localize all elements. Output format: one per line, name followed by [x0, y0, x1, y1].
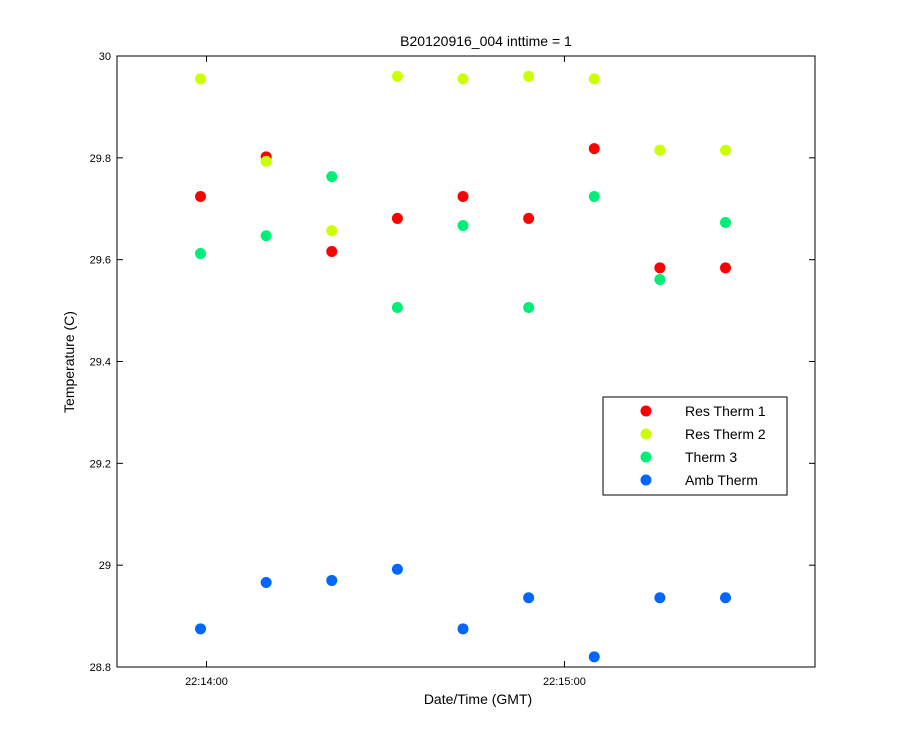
series-therm-3 — [195, 171, 732, 314]
x-axis-label: Date/Time (GMT) — [424, 691, 532, 707]
data-point — [720, 216, 732, 228]
legend-label: Therm 3 — [685, 449, 737, 465]
data-point — [391, 212, 403, 224]
data-point — [326, 225, 338, 237]
plot-area — [116, 55, 816, 668]
data-point — [391, 70, 403, 82]
data-point — [195, 248, 207, 260]
data-point — [195, 73, 207, 85]
data-point — [588, 73, 600, 85]
x-tick-label: 22:14:00 — [185, 676, 228, 688]
legend-marker — [640, 405, 652, 417]
data-point — [326, 246, 338, 258]
data-point — [326, 574, 338, 586]
data-point — [260, 230, 272, 242]
series-res-therm-1 — [195, 143, 732, 274]
data-point — [457, 623, 469, 635]
legend-marker — [640, 451, 652, 463]
data-point — [720, 592, 732, 604]
y-tick-label: 28.8 — [90, 662, 111, 674]
data-point — [260, 576, 272, 588]
data-point — [720, 262, 732, 274]
y-tick-label: 29.8 — [90, 153, 111, 165]
legend-label: Res Therm 1 — [685, 403, 766, 419]
y-tick-label: 29 — [99, 560, 111, 572]
data-point — [457, 220, 469, 232]
data-point — [523, 70, 535, 82]
y-tick-label: 30 — [99, 51, 111, 63]
legend-item: Amb Therm — [640, 472, 758, 488]
data-point — [654, 274, 666, 286]
legend-item: Res Therm 2 — [640, 426, 766, 442]
data-point — [523, 302, 535, 314]
plot-frame — [116, 55, 816, 668]
data-point — [391, 302, 403, 314]
legend-box — [602, 396, 788, 496]
data-point — [523, 212, 535, 224]
y-tick-label: 29.4 — [90, 357, 111, 369]
data-point — [588, 651, 600, 663]
data-point — [195, 623, 207, 635]
data-point — [195, 191, 207, 203]
y-tick-label: 29.2 — [90, 458, 111, 470]
data-point — [654, 262, 666, 274]
data-point — [391, 563, 403, 575]
chart-title: B20120916_004 inttime = 1 — [400, 33, 572, 49]
legend-marker — [640, 474, 652, 486]
data-point — [260, 155, 272, 167]
data-point — [588, 191, 600, 203]
legend-label: Amb Therm — [685, 472, 758, 488]
legend-item: Res Therm 1 — [640, 403, 766, 419]
data-point — [588, 143, 600, 155]
y-axis-label: Temperature (C) — [61, 311, 77, 413]
data-point — [720, 144, 732, 156]
data-point — [457, 73, 469, 85]
series-res-therm-2 — [195, 70, 732, 237]
data-point — [523, 592, 535, 604]
data-points — [195, 70, 732, 663]
data-point — [326, 171, 338, 183]
data-point — [457, 191, 469, 203]
axis-ticks: 28.8 29 29.2 29.4 29.6 29.8 30 22:14:00 22:15:00 — [90, 51, 815, 688]
legend-label: Res Therm 2 — [685, 426, 766, 442]
legend: Res Therm 1 Res Therm 2 Therm 3 Amb Therm — [602, 396, 788, 496]
y-tick-label: 29.6 — [90, 255, 111, 267]
legend-marker — [640, 428, 652, 440]
data-point — [654, 592, 666, 604]
series-amb-therm — [195, 563, 732, 663]
x-tick-label: 22:15:00 — [543, 676, 586, 688]
legend-item: Therm 3 — [640, 449, 737, 465]
data-point — [654, 144, 666, 156]
